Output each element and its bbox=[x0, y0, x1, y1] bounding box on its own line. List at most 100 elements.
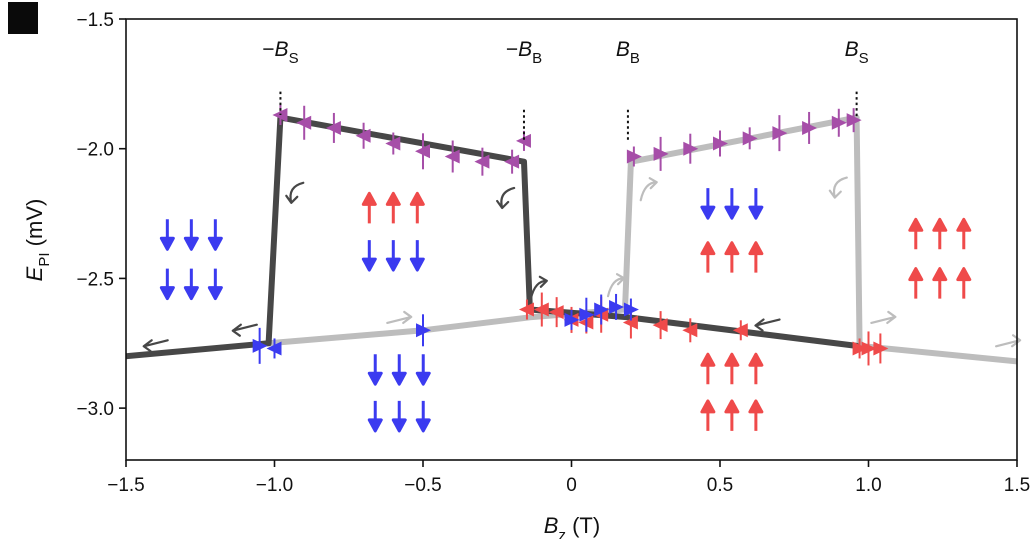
point-purple-down-4 bbox=[385, 136, 401, 151]
field-marker-label-2: BB bbox=[616, 38, 640, 67]
point-red-right-2 bbox=[873, 341, 889, 356]
spins-lower-right-bottom-arrow-1 bbox=[724, 399, 740, 431]
x-tick-label-6: 1.5 bbox=[1004, 475, 1030, 496]
field-marker-label-1: −BB bbox=[506, 38, 542, 67]
point-blue-right-6 bbox=[416, 323, 431, 338]
spins-upper-left-bottom-arrow-0 bbox=[361, 240, 377, 272]
point-red-left-2 bbox=[548, 305, 564, 320]
point-red-left-7 bbox=[652, 318, 668, 333]
spins-lower-right-top-arrow-1 bbox=[724, 352, 740, 385]
y-tick-label-2: −2.5 bbox=[76, 269, 114, 290]
spins-right-top-arrow-0 bbox=[908, 217, 924, 250]
spins-right-bottom-arrow-2 bbox=[956, 267, 972, 299]
x-tick-label-4: 0.5 bbox=[707, 475, 733, 496]
spins-upper-right-top-arrow-1 bbox=[724, 188, 740, 220]
y-axis: −1.5 −2.0 −2.5 −3.0 bbox=[76, 10, 126, 420]
spins-left-bottom-arrow-1 bbox=[183, 268, 199, 301]
point-purple-down-6 bbox=[444, 149, 460, 164]
point-purple-up-2 bbox=[683, 141, 699, 156]
x-tick-label-1: −1.0 bbox=[256, 475, 294, 496]
point-red-left-6 bbox=[622, 315, 638, 330]
spins-upper-left-top-arrow-1 bbox=[385, 191, 401, 224]
field-marker-label-0: −BS bbox=[262, 38, 298, 67]
point-purple-down-9 bbox=[515, 133, 531, 148]
point-blue-right-1 bbox=[579, 307, 595, 322]
spins-lower-right-top-arrow-2 bbox=[748, 352, 764, 385]
spins-lower-left-bottom-arrow-2 bbox=[415, 400, 431, 433]
point-purple-down-8 bbox=[504, 154, 520, 169]
spins-lower-left-bottom-arrow-1 bbox=[391, 400, 407, 433]
point-red-left-8 bbox=[682, 323, 698, 338]
sweep-arrow-5 bbox=[529, 275, 548, 300]
corner-marker-box bbox=[8, 2, 38, 34]
x-tick-label-2: −0.5 bbox=[404, 475, 442, 496]
y-axis-label: EPI (mV) bbox=[22, 199, 53, 282]
point-purple-up-6 bbox=[802, 120, 818, 135]
spins-lower-left-top-arrow-0 bbox=[367, 354, 383, 386]
field-markers: −BS −BB BB BS bbox=[262, 38, 869, 141]
spins-lower-left-top-arrow-2 bbox=[415, 354, 431, 386]
point-purple-down-7 bbox=[474, 154, 490, 169]
spins-upper-right-top-arrow-0 bbox=[700, 188, 716, 220]
spins-right-bottom-arrow-1 bbox=[932, 267, 948, 299]
x-tick-label-3: 0 bbox=[566, 475, 577, 496]
spins-left-top-arrow-2 bbox=[207, 219, 223, 251]
x-axis: −1.5 −1.0 −0.5 0 0.5 1.0 1.5 bbox=[107, 460, 1030, 496]
point-purple-up-1 bbox=[653, 146, 669, 161]
x-tick-label-5: 1.0 bbox=[855, 475, 881, 496]
data-markers bbox=[252, 104, 889, 366]
point-red-right-0 bbox=[852, 341, 868, 356]
x-tick-label-0: −1.5 bbox=[107, 475, 145, 496]
sweep-arrow-6 bbox=[754, 318, 781, 332]
sweep-arrow-1 bbox=[142, 339, 169, 353]
point-purple-up-5 bbox=[772, 126, 788, 141]
spins-upper-right-top-arrow-2 bbox=[748, 188, 764, 220]
point-blue-right-3 bbox=[609, 299, 625, 314]
spins-right-bottom-arrow-0 bbox=[908, 267, 924, 299]
point-blue-right-0 bbox=[564, 312, 580, 327]
spins-right-top-arrow-1 bbox=[932, 217, 948, 250]
y-tick-label-3: −3.0 bbox=[76, 399, 114, 420]
sweep-arrow-11 bbox=[870, 310, 897, 325]
point-purple-down-1 bbox=[296, 115, 312, 130]
point-purple-up-0 bbox=[626, 149, 642, 164]
x-axis-label: Bz (T) bbox=[544, 513, 600, 539]
sweep-arrow-8 bbox=[606, 273, 626, 298]
spins-lower-left-bottom-arrow-0 bbox=[367, 400, 383, 433]
point-blue-left-0 bbox=[266, 341, 282, 356]
spins-upper-right-bottom-arrow-2 bbox=[748, 241, 764, 273]
plot-frame bbox=[125, 18, 1018, 461]
point-red-left-9 bbox=[732, 323, 748, 338]
sweep-arrow-9 bbox=[639, 177, 658, 202]
point-blue-right-5 bbox=[252, 338, 268, 353]
spins-left-top-arrow-0 bbox=[159, 219, 175, 251]
line-light-sweep bbox=[268, 114, 1018, 365]
spins-upper-left-bottom-arrow-2 bbox=[409, 240, 425, 272]
spins-lower-right-bottom-arrow-2 bbox=[748, 399, 764, 431]
spins-upper-left-top-arrow-2 bbox=[409, 191, 425, 224]
spins-upper-left-bottom-arrow-1 bbox=[385, 240, 401, 272]
spins-left-bottom-arrow-0 bbox=[159, 268, 175, 301]
point-blue-right-4 bbox=[623, 302, 639, 317]
point-purple-down-3 bbox=[355, 128, 371, 143]
spin-diagrams bbox=[159, 188, 972, 433]
spins-left-bottom-arrow-2 bbox=[207, 268, 223, 301]
y-tick-label-0: −1.5 bbox=[76, 10, 114, 31]
field-marker-label-3: BS bbox=[845, 38, 869, 67]
y-tick-label-1: −2.0 bbox=[76, 140, 114, 161]
point-blue-right-2 bbox=[594, 302, 610, 317]
point-purple-up-3 bbox=[713, 136, 728, 151]
spins-lower-right-bottom-arrow-0 bbox=[700, 399, 716, 431]
point-purple-up-7 bbox=[831, 115, 847, 130]
spins-upper-right-bottom-arrow-1 bbox=[724, 241, 740, 273]
spins-lower-right-top-arrow-0 bbox=[700, 352, 716, 385]
spins-right-top-arrow-2 bbox=[956, 217, 972, 250]
point-red-left-1 bbox=[533, 302, 549, 317]
spins-left-top-arrow-1 bbox=[183, 219, 199, 251]
sweep-arrow-7 bbox=[386, 310, 413, 325]
spins-upper-left-top-arrow-0 bbox=[361, 191, 377, 224]
point-purple-up-4 bbox=[742, 131, 758, 146]
sweep-arrow-10 bbox=[828, 176, 848, 199]
point-red-left-0 bbox=[518, 302, 534, 317]
point-purple-up-8 bbox=[846, 113, 862, 128]
